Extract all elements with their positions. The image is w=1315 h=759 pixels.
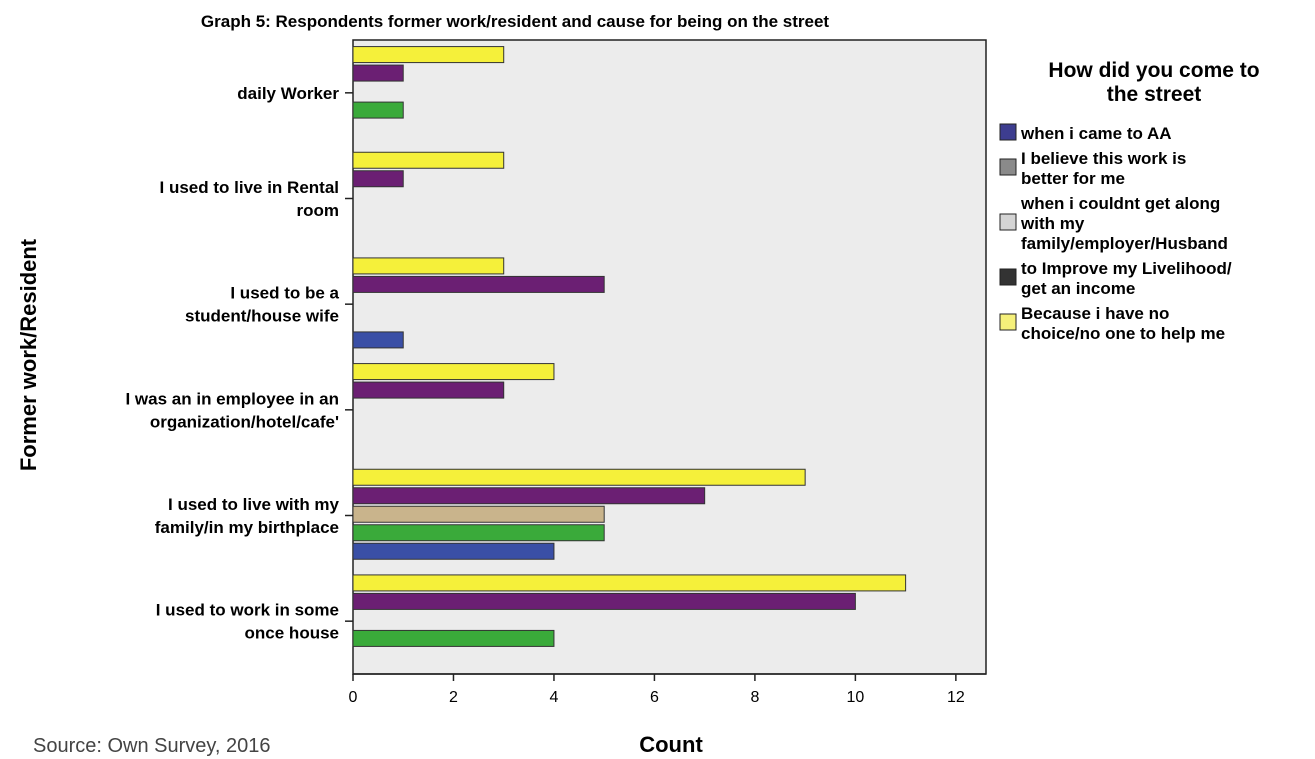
x-tick-label-6: 12 <box>947 689 965 706</box>
legend-label-2-1: with my <box>1020 214 1085 233</box>
bar-2-3 <box>352 275 605 293</box>
bar-3-3 <box>352 381 505 399</box>
x-tick-label-1: 2 <box>449 689 458 706</box>
category-label-5-0: I used to work in some <box>156 601 339 620</box>
bar-4-3 <box>352 487 706 505</box>
category-label-3-1: organization/hotel/cafe' <box>150 412 339 431</box>
legend-label-3-1: get an income <box>1021 279 1135 298</box>
bar-4-2 <box>352 505 605 523</box>
category-labels: daily Worker I used to live in Rental room… <box>125 84 353 643</box>
legend-label-4-0: Because i have no <box>1021 304 1169 323</box>
bar-0-1 <box>352 101 404 119</box>
legend-label-1-1: better for me <box>1021 169 1125 188</box>
bar-4-1 <box>352 524 605 542</box>
category-label-2-0: I used to be a <box>230 284 339 303</box>
legend: How did you come to the street when i cam… <box>999 59 1260 343</box>
bar-1-3 <box>352 170 404 188</box>
bar-2-0 <box>352 331 404 349</box>
x-tick-label-5: 10 <box>846 689 864 706</box>
legend-label-3-0: to Improve my Livelihood/ <box>1021 259 1232 278</box>
x-tick-label-4: 8 <box>750 689 759 706</box>
bar-5-1 <box>352 629 555 647</box>
bar-0-4 <box>352 46 505 64</box>
x-axis-title: Count <box>639 732 703 757</box>
legend-label-1-0: I believe this work is <box>1021 149 1186 168</box>
legend-title-line-1: the street <box>1107 83 1202 106</box>
legend-swatch-0 <box>999 123 1017 141</box>
bar-1-4 <box>352 151 505 169</box>
bar-3-4 <box>352 363 555 381</box>
category-label-1-0: I used to live in Rental <box>160 178 339 197</box>
bar-4-0 <box>352 542 555 560</box>
x-tick-label-0: 0 <box>349 689 358 706</box>
bar-2-4 <box>352 257 505 275</box>
category-label-4-0: I used to live with my <box>168 495 340 514</box>
category-label-1-1: room <box>297 201 340 220</box>
legend-title: How did you come to the street <box>1048 59 1259 106</box>
x-tick-label-3: 6 <box>650 689 659 706</box>
bar-0-3 <box>352 64 404 82</box>
x-tick-label-2: 4 <box>549 689 558 706</box>
source-note: Source: Own Survey, 2016 <box>33 735 271 757</box>
bar-5-3 <box>352 592 856 610</box>
bar-5-4 <box>352 574 907 592</box>
category-label-4-1: family/in my birthplace <box>155 518 339 537</box>
y-axis-title: Former work/Resident <box>16 238 41 471</box>
legend-label-0-0: when i came to AA <box>1020 124 1172 143</box>
legend-label-2-2: family/employer/Husband <box>1021 234 1228 253</box>
chart-title: Graph 5: Respondents former work/residen… <box>201 12 830 31</box>
legend-swatch-4 <box>999 313 1017 331</box>
legend-label-4-1: choice/no one to help me <box>1021 324 1225 343</box>
bar-4-4 <box>352 468 806 486</box>
legend-label-2-0: when i couldnt get along <box>1020 194 1220 213</box>
legend-swatch-2 <box>999 213 1017 231</box>
category-label-5-1: once house <box>245 624 339 643</box>
category-label-2-1: student/house wife <box>185 307 339 326</box>
x-axis-ticks: 0 2 4 6 8 10 12 <box>349 674 965 706</box>
legend-title-line-0: How did you come to <box>1048 59 1259 82</box>
legend-swatch-1 <box>999 158 1017 176</box>
category-label-3-0: I was an in employee in an <box>125 389 339 408</box>
legend-swatch-3 <box>999 268 1017 286</box>
category-label-0-0: daily Worker <box>237 84 339 103</box>
plot-area <box>352 39 987 675</box>
bars-layer <box>352 46 907 647</box>
